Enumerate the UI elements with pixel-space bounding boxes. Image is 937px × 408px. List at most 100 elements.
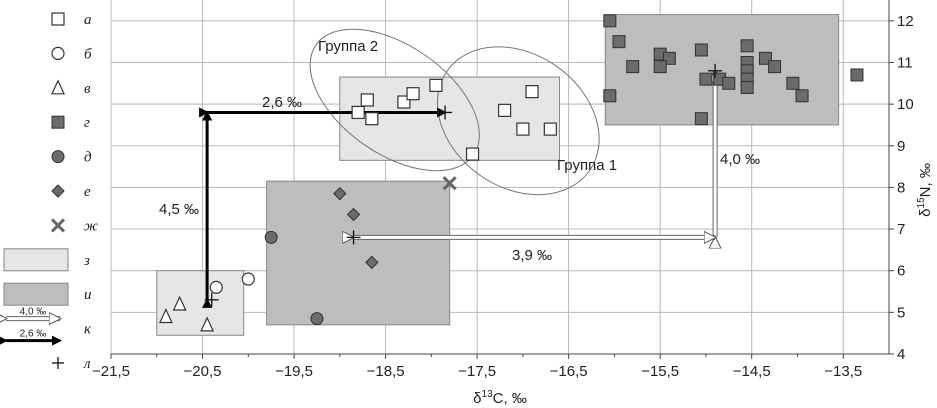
open-square-point — [497, 103, 512, 117]
open-square-point — [51, 12, 65, 26]
filled-square-point — [699, 72, 713, 86]
x-tick-label: −18,5 — [367, 363, 405, 380]
open-square-point — [516, 122, 530, 136]
arrow-label: 4,5 ‰ — [159, 201, 199, 218]
data-points — [158, 14, 864, 332]
arrow-label: 3,9 ‰ — [512, 247, 552, 264]
y-tick-label: 7 — [897, 221, 905, 238]
legend-light-swatch — [3, 248, 69, 272]
filled-square-point — [694, 43, 708, 57]
legend-item-i: и — [3, 282, 92, 306]
filled-square-point — [626, 60, 640, 74]
plus-marker — [438, 105, 453, 120]
legend-letter: б — [84, 46, 92, 62]
filled-square-point — [740, 80, 754, 94]
x-axis-title: δ13C, ‰ — [473, 389, 527, 407]
cross-point — [50, 218, 66, 233]
legend: а б в г д е ж з и 4,0 ‰ 2,6 ‰ к л — [0, 12, 98, 372]
legend-item-e: е — [51, 184, 91, 200]
x-tick-label: −16,5 — [550, 363, 588, 380]
open-triangle-point — [172, 295, 187, 311]
y-tick-label: 9 — [897, 138, 905, 155]
open-square-point — [365, 112, 379, 126]
filled-square-point — [740, 39, 754, 53]
y-tick-label: 11 — [897, 54, 913, 71]
open-circle-point — [51, 46, 65, 61]
cross-stroke — [442, 176, 457, 191]
y-tick-label: 6 — [897, 263, 905, 280]
open-square-point — [429, 78, 443, 92]
ellipse-label: Группа 1 — [557, 157, 617, 174]
legend-letter: з — [83, 253, 90, 269]
legend-item-d: д — [51, 150, 92, 166]
arrows — [199, 71, 715, 308]
legend-item-b: б — [51, 46, 92, 62]
y-tick-label: 10 — [897, 96, 914, 113]
filled-circle-point — [51, 150, 65, 164]
open-square-point — [406, 87, 420, 101]
legend-dark-swatch — [3, 282, 69, 306]
filled-square-point — [603, 14, 617, 28]
dark-region — [604, 14, 840, 126]
legend-letter: к — [84, 322, 92, 338]
x-tick-label: −19,5 — [275, 363, 313, 380]
cross-point — [442, 176, 457, 191]
x-tick-label: −14,5 — [733, 363, 771, 380]
legend-arrow-label: 4,0 ‰ — [20, 307, 47, 318]
legend-letter: и — [84, 287, 92, 303]
plus-marker — [346, 230, 361, 245]
filled-square-point — [603, 89, 617, 103]
x-tick-label: −15,5 — [641, 363, 679, 380]
legend-item-a: а — [51, 12, 92, 28]
filled-square-point — [612, 35, 626, 49]
group-ellipse — [436, 46, 600, 196]
open-square-point — [543, 122, 557, 136]
light-region — [156, 270, 245, 336]
legend-letter: д — [84, 150, 92, 166]
legend-letter: в — [84, 81, 91, 97]
filled-diamond-point — [365, 255, 379, 270]
open-triangle-point — [200, 316, 215, 332]
plus-marker — [204, 292, 219, 307]
dark-region — [266, 180, 451, 326]
legend-letter: г — [84, 115, 90, 131]
plus-marker — [708, 63, 723, 78]
legend-letter: е — [84, 184, 91, 200]
y-axis-title: δ15N, ‰ — [916, 163, 934, 217]
legend-arrow-label: 2,6 ‰ — [20, 329, 47, 340]
y-tick-label: 5 — [897, 304, 905, 321]
mean-markers — [204, 63, 723, 307]
legend-item-zh: ж — [50, 218, 98, 234]
filled-square-point — [850, 68, 864, 82]
open-triangle-point — [158, 308, 173, 324]
legend-letter: а — [84, 12, 92, 28]
open-circle-point — [209, 280, 223, 294]
legend-item-l: л — [52, 356, 91, 372]
open-triangle-point — [51, 79, 65, 95]
x-tick-label: −17,5 — [458, 363, 496, 380]
filled-diamond-point — [51, 184, 65, 198]
x-tick-label: −20,5 — [184, 363, 222, 380]
legend-letter: ж — [84, 218, 98, 234]
open-square-point — [351, 105, 365, 120]
filled-square-point — [786, 76, 800, 90]
filled-diamond-point — [333, 186, 347, 201]
filled-square-point — [694, 112, 708, 126]
filled-square-point — [768, 60, 782, 74]
y-tick-label: 12 — [897, 13, 914, 30]
filled-square-point — [51, 115, 65, 129]
plus-marker — [52, 357, 64, 369]
cross-stroke — [50, 218, 66, 233]
filled-square-point — [795, 89, 809, 103]
x-tick-label: −13,5 — [824, 363, 862, 380]
arrow-label: 4,0 ‰ — [720, 151, 760, 168]
ellipse-label: Группа 2 — [318, 38, 378, 55]
y-tick-label: 8 — [897, 179, 905, 196]
legend-letter: л — [83, 356, 91, 372]
filled-circle-point — [310, 312, 324, 326]
arrow-label: 2,6 ‰ — [262, 94, 302, 111]
filled-diamond-point — [346, 207, 361, 222]
legend-item-g: г — [51, 115, 90, 131]
open-square-point — [525, 85, 539, 99]
